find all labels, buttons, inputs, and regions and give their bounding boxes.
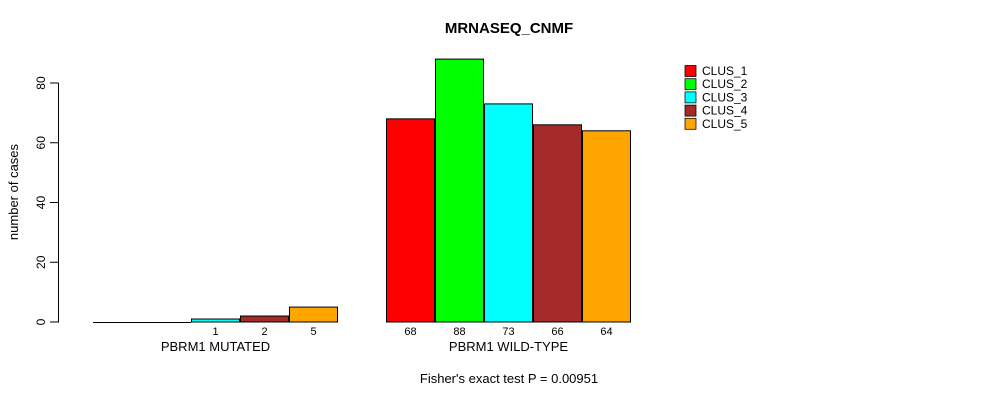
bar-value-label: 2 (261, 326, 267, 338)
legend-swatch-clus-3 (684, 91, 697, 104)
fisher-test-annotation: Fisher's exact test P = 0.00951 (419, 371, 599, 386)
group-label-pbrm1-wild-type: PBRM1 WILD-TYPE (449, 339, 569, 354)
y-tick-label: 60 (34, 136, 48, 150)
bar-value-label: 73 (502, 326, 514, 338)
bar-clus-5-group-2 (582, 130, 631, 323)
y-axis-title: number of cases (6, 143, 21, 241)
bar-value-label: 64 (600, 326, 612, 338)
bar-value-label: 5 (310, 326, 316, 338)
bar-value-label: 1 (212, 326, 218, 338)
bar-clus-4-group-2 (533, 124, 582, 323)
legend-swatch-clus-4 (684, 104, 697, 117)
legend-label-clus-1: CLUS_1 (702, 64, 748, 78)
y-tick-label: 0 (34, 318, 48, 325)
bar-clus-3-group-2 (484, 103, 533, 323)
legend-label-clus-3: CLUS_3 (702, 90, 748, 104)
bar-clus-3-group-1 (191, 318, 240, 323)
legend-swatch-clus-2 (684, 78, 697, 91)
chart-title: MRNASEQ_CNMF (444, 20, 574, 37)
bar-value-label: 88 (453, 326, 465, 338)
bar-value-label: 68 (404, 326, 416, 338)
legend-label-clus-2: CLUS_2 (702, 77, 748, 91)
bar-clus-4-group-1 (240, 315, 289, 323)
group-label-pbrm1-mutated: PBRM1 MUTATED (161, 339, 270, 354)
bar-clus-2-group-2 (435, 58, 484, 323)
bar-clus-1-group-2 (386, 118, 435, 323)
y-tick-label: 40 (34, 196, 48, 210)
y-tick-label: 80 (34, 76, 48, 90)
legend-label-clus-5: CLUS_5 (702, 117, 748, 131)
legend-swatch-clus-1 (684, 65, 697, 77)
bar-value-label: 66 (551, 326, 563, 338)
bar-clus-5-group-1 (289, 306, 338, 323)
y-tick-label: 20 (34, 255, 48, 269)
legend-label-clus-4: CLUS_4 (702, 104, 748, 118)
legend-swatch-clus-5 (684, 117, 697, 130)
